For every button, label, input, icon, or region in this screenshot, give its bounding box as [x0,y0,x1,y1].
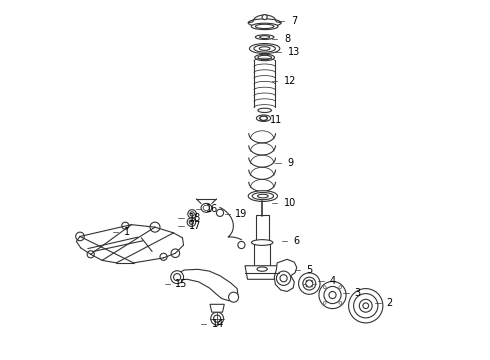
Ellipse shape [251,240,273,246]
Circle shape [75,232,84,241]
Circle shape [217,209,223,216]
Circle shape [171,249,180,257]
Text: 2: 2 [386,298,392,308]
Circle shape [324,287,341,303]
Polygon shape [210,304,224,312]
Ellipse shape [248,191,277,202]
Circle shape [323,286,326,289]
Polygon shape [245,266,279,279]
Text: 3: 3 [354,288,361,297]
Ellipse shape [260,36,270,39]
Text: 9: 9 [287,158,294,168]
Polygon shape [254,244,270,266]
Circle shape [238,242,245,249]
Polygon shape [173,269,238,301]
Circle shape [171,271,184,284]
Ellipse shape [256,115,270,121]
Circle shape [87,251,94,258]
Circle shape [211,312,223,325]
Text: 13: 13 [288,47,300,57]
Text: 15: 15 [175,279,188,289]
Ellipse shape [255,54,274,61]
Text: 16: 16 [206,204,219,214]
Text: 17: 17 [189,221,201,231]
Text: 11: 11 [270,115,282,125]
Circle shape [339,286,342,289]
Text: 12: 12 [284,76,296,86]
Text: 1: 1 [123,227,130,237]
Circle shape [228,292,239,302]
Polygon shape [256,215,269,244]
Text: 10: 10 [284,198,296,208]
Text: 8: 8 [284,34,291,44]
Ellipse shape [249,44,280,54]
Text: 7: 7 [292,16,298,26]
Circle shape [359,299,372,312]
Circle shape [122,222,129,229]
Circle shape [298,273,320,294]
Ellipse shape [258,108,271,112]
Circle shape [276,271,291,285]
Circle shape [354,294,378,318]
Circle shape [303,277,316,290]
Text: 5: 5 [306,265,312,275]
Circle shape [160,253,167,260]
Circle shape [150,222,160,232]
Circle shape [339,301,342,304]
Ellipse shape [255,35,274,40]
Circle shape [348,289,383,323]
Circle shape [188,210,196,218]
Text: 4: 4 [330,276,336,286]
Ellipse shape [251,23,278,30]
Ellipse shape [248,19,281,27]
Text: 18: 18 [189,213,201,223]
Circle shape [319,282,346,309]
Text: 14: 14 [212,319,224,329]
Polygon shape [274,259,297,292]
Text: 19: 19 [235,209,247,219]
Ellipse shape [257,267,267,271]
Circle shape [323,301,326,304]
Text: 6: 6 [293,236,299,246]
Circle shape [187,218,196,226]
Circle shape [262,15,267,19]
